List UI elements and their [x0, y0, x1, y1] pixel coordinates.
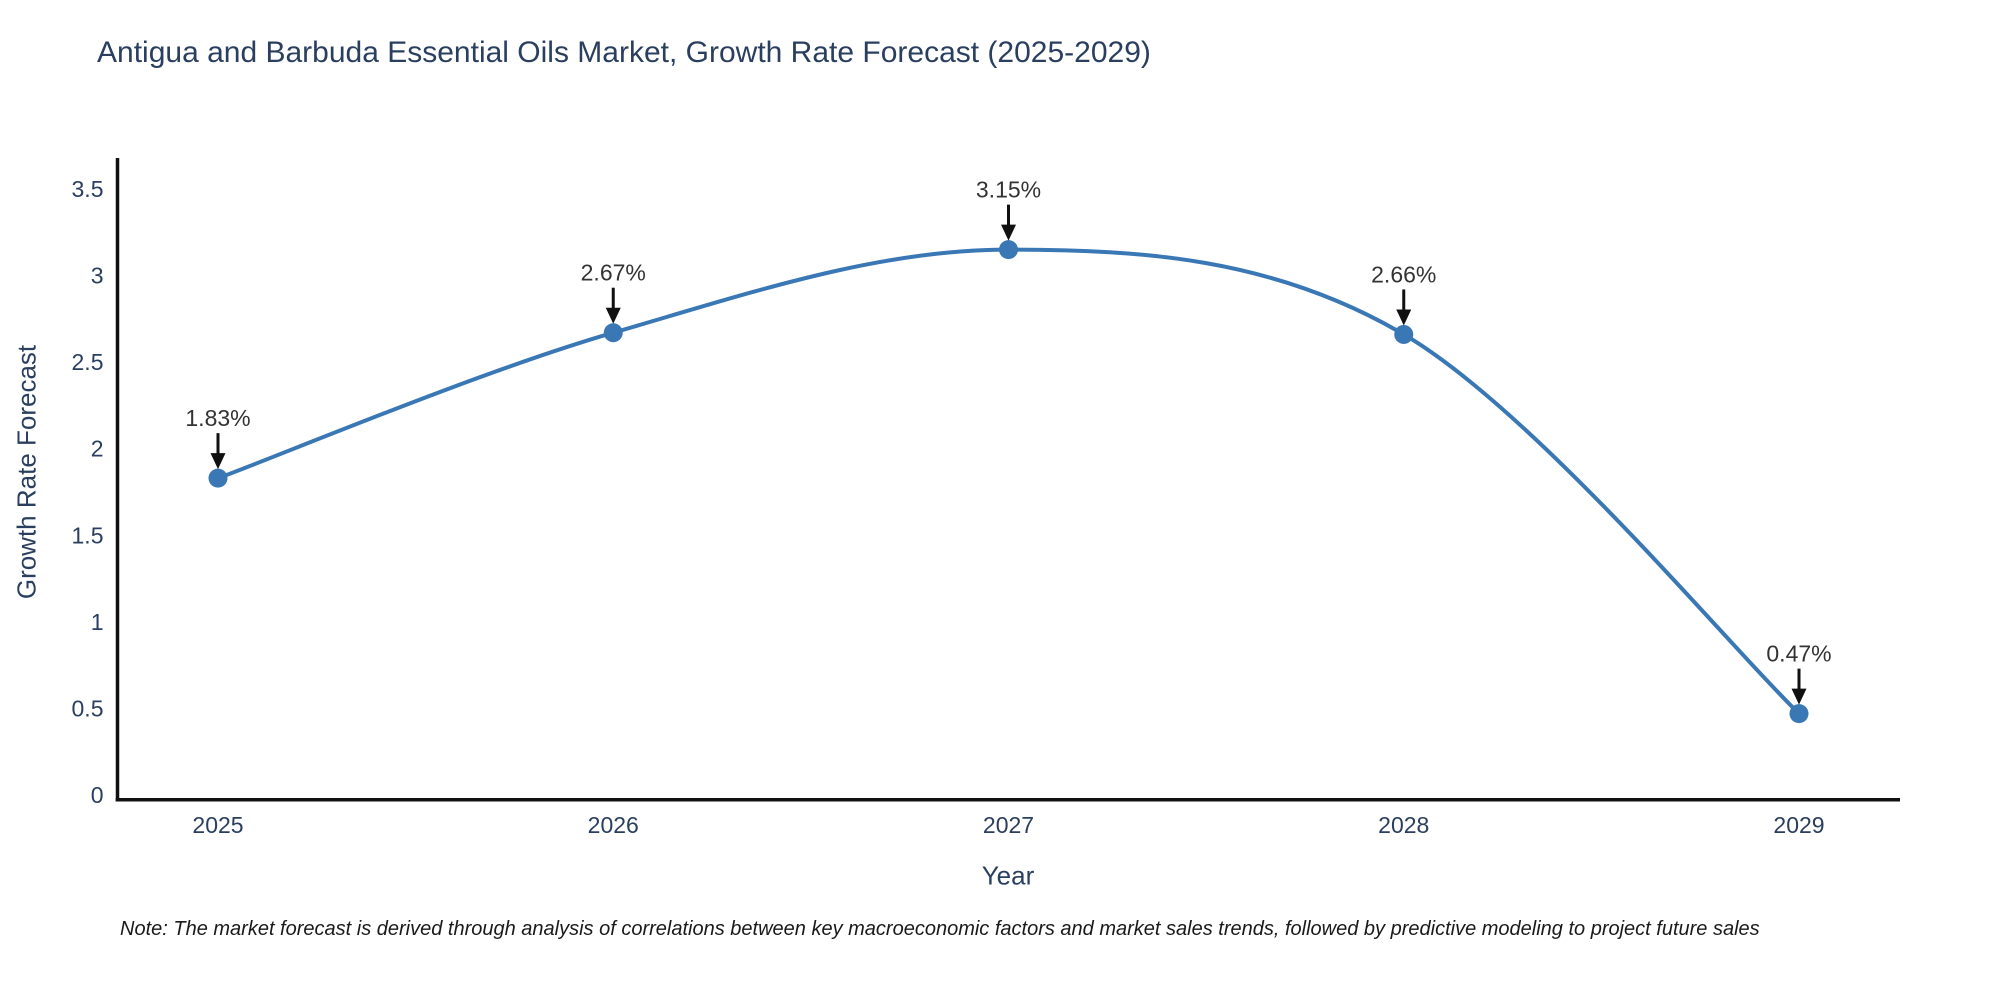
data-point-marker[interactable]: [999, 240, 1018, 260]
y-axis-tick-label: 0.5: [72, 695, 104, 721]
data-point-marker[interactable]: [1789, 704, 1809, 724]
y-axis-tick-label: 1: [91, 609, 104, 635]
data-point-marker[interactable]: [1394, 324, 1414, 344]
y-axis-tick-label: 1.5: [72, 522, 104, 548]
data-point-marker[interactable]: [603, 323, 623, 343]
y-axis-tick-label: 0: [91, 782, 104, 808]
x-axis-title: Year: [981, 860, 1035, 891]
y-axis-tick-label: 2: [91, 436, 104, 462]
data-point-value-label: 0.47%: [1766, 641, 1831, 667]
y-axis-tick-label: 3.5: [72, 176, 104, 202]
annotation-arrowhead-icon: [1001, 224, 1016, 241]
x-axis-tick-label: 2025: [192, 812, 243, 838]
x-axis-tick-label: 2029: [1773, 812, 1824, 838]
data-point-value-label: 2.67%: [581, 260, 646, 286]
y-axis-tick-label: 2.5: [72, 349, 104, 375]
annotation-arrowhead-icon: [210, 453, 226, 470]
annotation-arrowhead-icon: [605, 307, 621, 324]
x-axis-tick-label: 2028: [1378, 812, 1429, 838]
data-point-value-label: 2.66%: [1371, 261, 1436, 287]
annotation-arrowhead-icon: [1791, 688, 1807, 705]
x-axis-tick-label: 2027: [983, 812, 1034, 838]
x-axis-tick-label: 2026: [588, 812, 639, 838]
forecast-line-series: [216, 247, 1801, 716]
y-axis-tick-label: 3: [91, 263, 104, 289]
chart-title: Antigua and Barbuda Essential Oils Marke…: [97, 36, 1151, 69]
chart-footnote: Note: The market forecast is derived thr…: [120, 918, 1760, 940]
data-point-value-label: 1.83%: [185, 405, 250, 431]
data-point-marker[interactable]: [208, 468, 228, 488]
annotation-arrowhead-icon: [1396, 309, 1412, 326]
data-point-value-label: 3.15%: [976, 177, 1041, 203]
